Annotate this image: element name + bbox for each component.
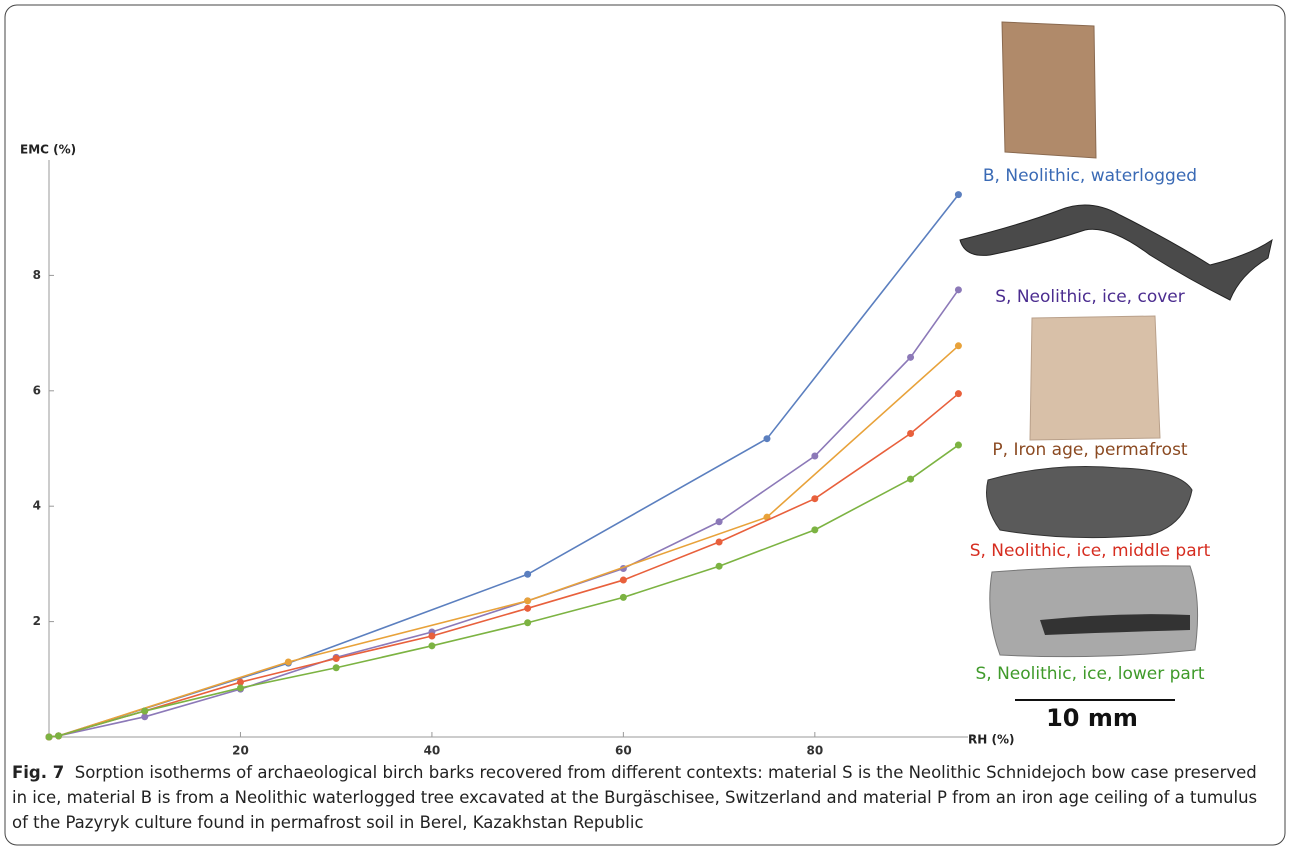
data-point xyxy=(907,429,915,437)
x-tick-label: 20 xyxy=(232,744,249,758)
data-point xyxy=(954,390,962,398)
data-point xyxy=(524,597,532,605)
legend-label: B, Neolithic, waterlogged xyxy=(983,166,1197,186)
y-tick-label: 4 xyxy=(33,499,41,513)
data-point xyxy=(907,475,915,483)
x-axis-label: RH (%) xyxy=(968,733,1014,747)
data-point xyxy=(619,593,627,601)
data-point xyxy=(954,191,962,199)
data-point xyxy=(284,658,292,666)
series-line xyxy=(48,194,960,738)
data-point xyxy=(954,286,962,294)
legend-label: S, Neolithic, ice, lower part xyxy=(975,664,1204,684)
series-line xyxy=(48,289,960,738)
data-point xyxy=(907,353,915,361)
caption: Fig. 7 Sorption isotherms of archaeologi… xyxy=(12,760,1274,835)
data-point xyxy=(141,713,149,721)
series-line xyxy=(48,444,959,738)
y-axis-label: EMC (%) xyxy=(20,143,76,157)
data-point xyxy=(524,619,532,627)
legend-label: P, Iron age, permafrost xyxy=(992,440,1188,460)
data-point xyxy=(55,732,63,740)
data-point xyxy=(954,342,962,350)
data-point xyxy=(715,538,723,546)
data-point xyxy=(715,562,723,570)
data-point xyxy=(332,655,340,663)
y-tick-label: 8 xyxy=(33,268,41,282)
data-point xyxy=(715,518,723,526)
data-point xyxy=(811,526,819,534)
data-point xyxy=(763,435,771,443)
data-point xyxy=(236,684,244,692)
data-point xyxy=(332,664,340,672)
data-point xyxy=(141,707,149,715)
series-line xyxy=(48,393,959,738)
frame xyxy=(4,4,1286,846)
data-point xyxy=(811,452,819,460)
data-point xyxy=(619,576,627,584)
data-point xyxy=(236,678,244,686)
data-point xyxy=(45,733,53,741)
legend-label: S, Neolithic, ice, middle part xyxy=(970,541,1211,561)
data-point xyxy=(954,441,962,449)
scale-bar-label: 10 mm xyxy=(1046,704,1138,732)
data-point xyxy=(811,495,819,503)
y-tick-label: 2 xyxy=(33,614,41,628)
data-point xyxy=(428,632,436,640)
x-tick-label: 60 xyxy=(615,744,632,758)
x-tick-label: 40 xyxy=(424,744,441,758)
caption-text: Sorption isotherms of archaeological bir… xyxy=(12,763,1258,832)
series-line xyxy=(48,345,959,738)
bark-photos xyxy=(959,21,1273,658)
data-point xyxy=(524,570,532,578)
x-tick-label: 80 xyxy=(806,744,823,758)
data-point xyxy=(524,604,532,612)
y-tick-label: 6 xyxy=(33,383,41,397)
caption-label: Fig. 7 xyxy=(12,763,65,782)
legend-label: S, Neolithic, ice, cover xyxy=(995,287,1185,307)
data-point xyxy=(428,642,436,650)
